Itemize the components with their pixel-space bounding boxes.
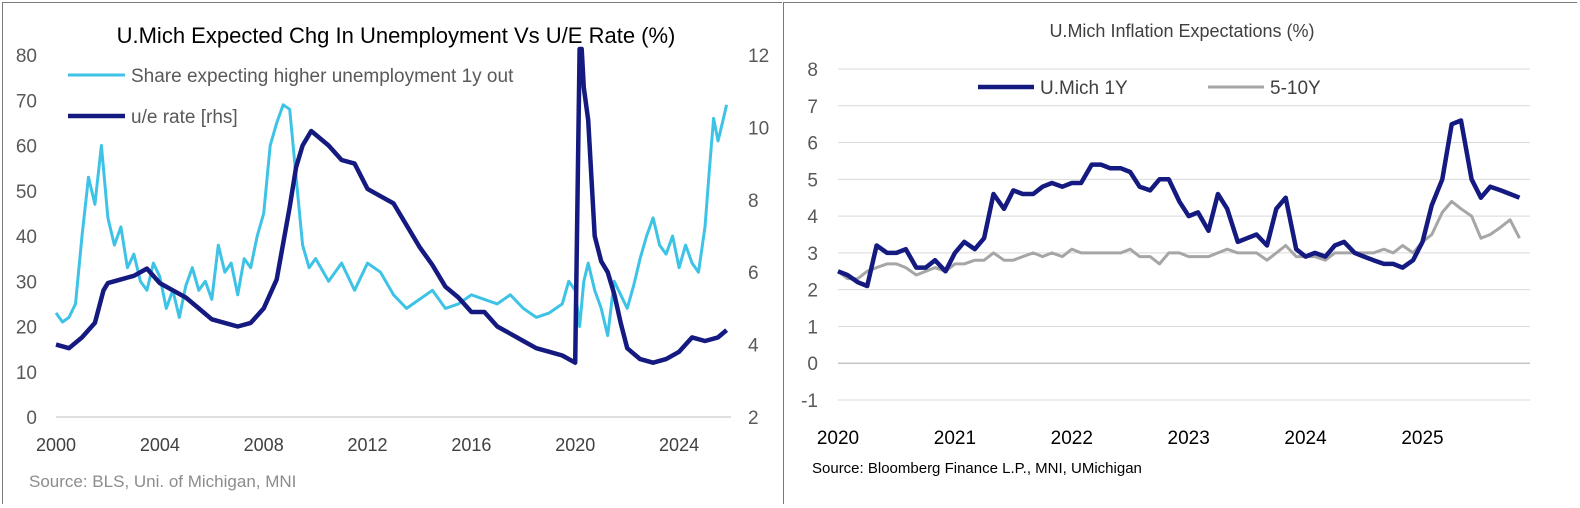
x-tick-label: 2024 [1284, 428, 1327, 449]
series-5-10y-line [837, 199, 1521, 281]
y-right-tick-label: 6 [748, 263, 759, 284]
series-umich-1y-line [837, 118, 1521, 289]
y-tick-label: 6 [807, 134, 818, 155]
y-right-tick-label: 2 [748, 408, 759, 429]
y-left-tick-label: 20 [16, 318, 37, 339]
y-right-tick-label: 10 [748, 118, 769, 139]
source-note: Source: BLS, Uni. of Michigan, MNI [29, 472, 296, 491]
x-tick-label: 2012 [348, 435, 388, 455]
series-ue-rate-line [55, 46, 729, 365]
y-left-tick-label: 0 [26, 408, 37, 429]
legend-label-share: Share expecting higher unemployment 1y o… [131, 66, 514, 87]
y-left-tick-label: 80 [16, 46, 37, 67]
y-tick-label: -1 [801, 391, 818, 412]
x-tick-label: 2000 [36, 435, 76, 455]
y-left-tick-label: 50 [16, 182, 37, 203]
y-tick-label: 0 [807, 354, 818, 375]
y-left-tick-label: 60 [16, 137, 37, 158]
y-tick-label: 1 [807, 317, 818, 338]
y-tick-label: 5 [807, 170, 818, 191]
y-tick-label: 3 [807, 244, 818, 265]
y-tick-label: 2 [807, 281, 818, 302]
y-tick-label: 8 [807, 60, 818, 81]
x-tick-label: 2024 [659, 435, 699, 455]
inflation-chart-panel: -1 0 1 2 3 4 5 6 7 8 2020 2021 2022 2023 2024 2025 U.Mic… [783, 2, 1578, 505]
chart-title: U.Mich Expected Chg In Unemployment Vs U… [117, 23, 676, 48]
unemployment-chart: 0 10 20 30 40 50 60 70 80 2 4 6 8 10 12 2000 2004 2008 201… [3, 3, 783, 505]
unemployment-chart-panel: 0 10 20 30 40 50 60 70 80 2 4 6 8 10 12 2000 2004 2008 201… [2, 2, 783, 505]
inflation-chart: -1 0 1 2 3 4 5 6 7 8 2020 2021 2022 2023 2024 2025 U.Mic… [784, 3, 1578, 505]
x-tick-label: 2004 [140, 435, 180, 455]
y-tick-label: 7 [807, 97, 818, 118]
y-right-tick-label: 4 [748, 336, 759, 357]
series-share-higher-unemployment-line [54, 103, 729, 338]
x-tick-label: 2016 [451, 435, 491, 455]
source-note: Source: Bloomberg Finance L.P., MNI, UMi… [812, 460, 1142, 477]
y-tick-label: 4 [807, 207, 818, 228]
x-tick-label: 2022 [1051, 428, 1093, 449]
x-tick-label: 2008 [244, 435, 284, 455]
y-left-tick-label: 10 [16, 363, 37, 384]
x-tick-label: 2021 [934, 428, 976, 449]
y-left-tick-label: 40 [16, 227, 37, 248]
y-right-tick-label: 8 [748, 191, 759, 212]
legend-label-5-10y: 5-10Y [1270, 78, 1321, 99]
y-left-tick-label: 30 [16, 272, 37, 293]
chart-title: U.Mich Inflation Expectations (%) [1049, 21, 1314, 41]
legend-label-umich-1y: U.Mich 1Y [1040, 78, 1128, 99]
y-left-tick-label: 70 [16, 91, 37, 112]
y-right-tick-label: 12 [748, 46, 769, 67]
x-tick-label: 2025 [1401, 428, 1443, 449]
legend-label-ue-rate: u/e rate [rhs] [131, 107, 238, 128]
x-tick-label: 2020 [555, 435, 595, 455]
x-tick-label: 2020 [817, 428, 859, 449]
x-tick-label: 2023 [1168, 428, 1210, 449]
